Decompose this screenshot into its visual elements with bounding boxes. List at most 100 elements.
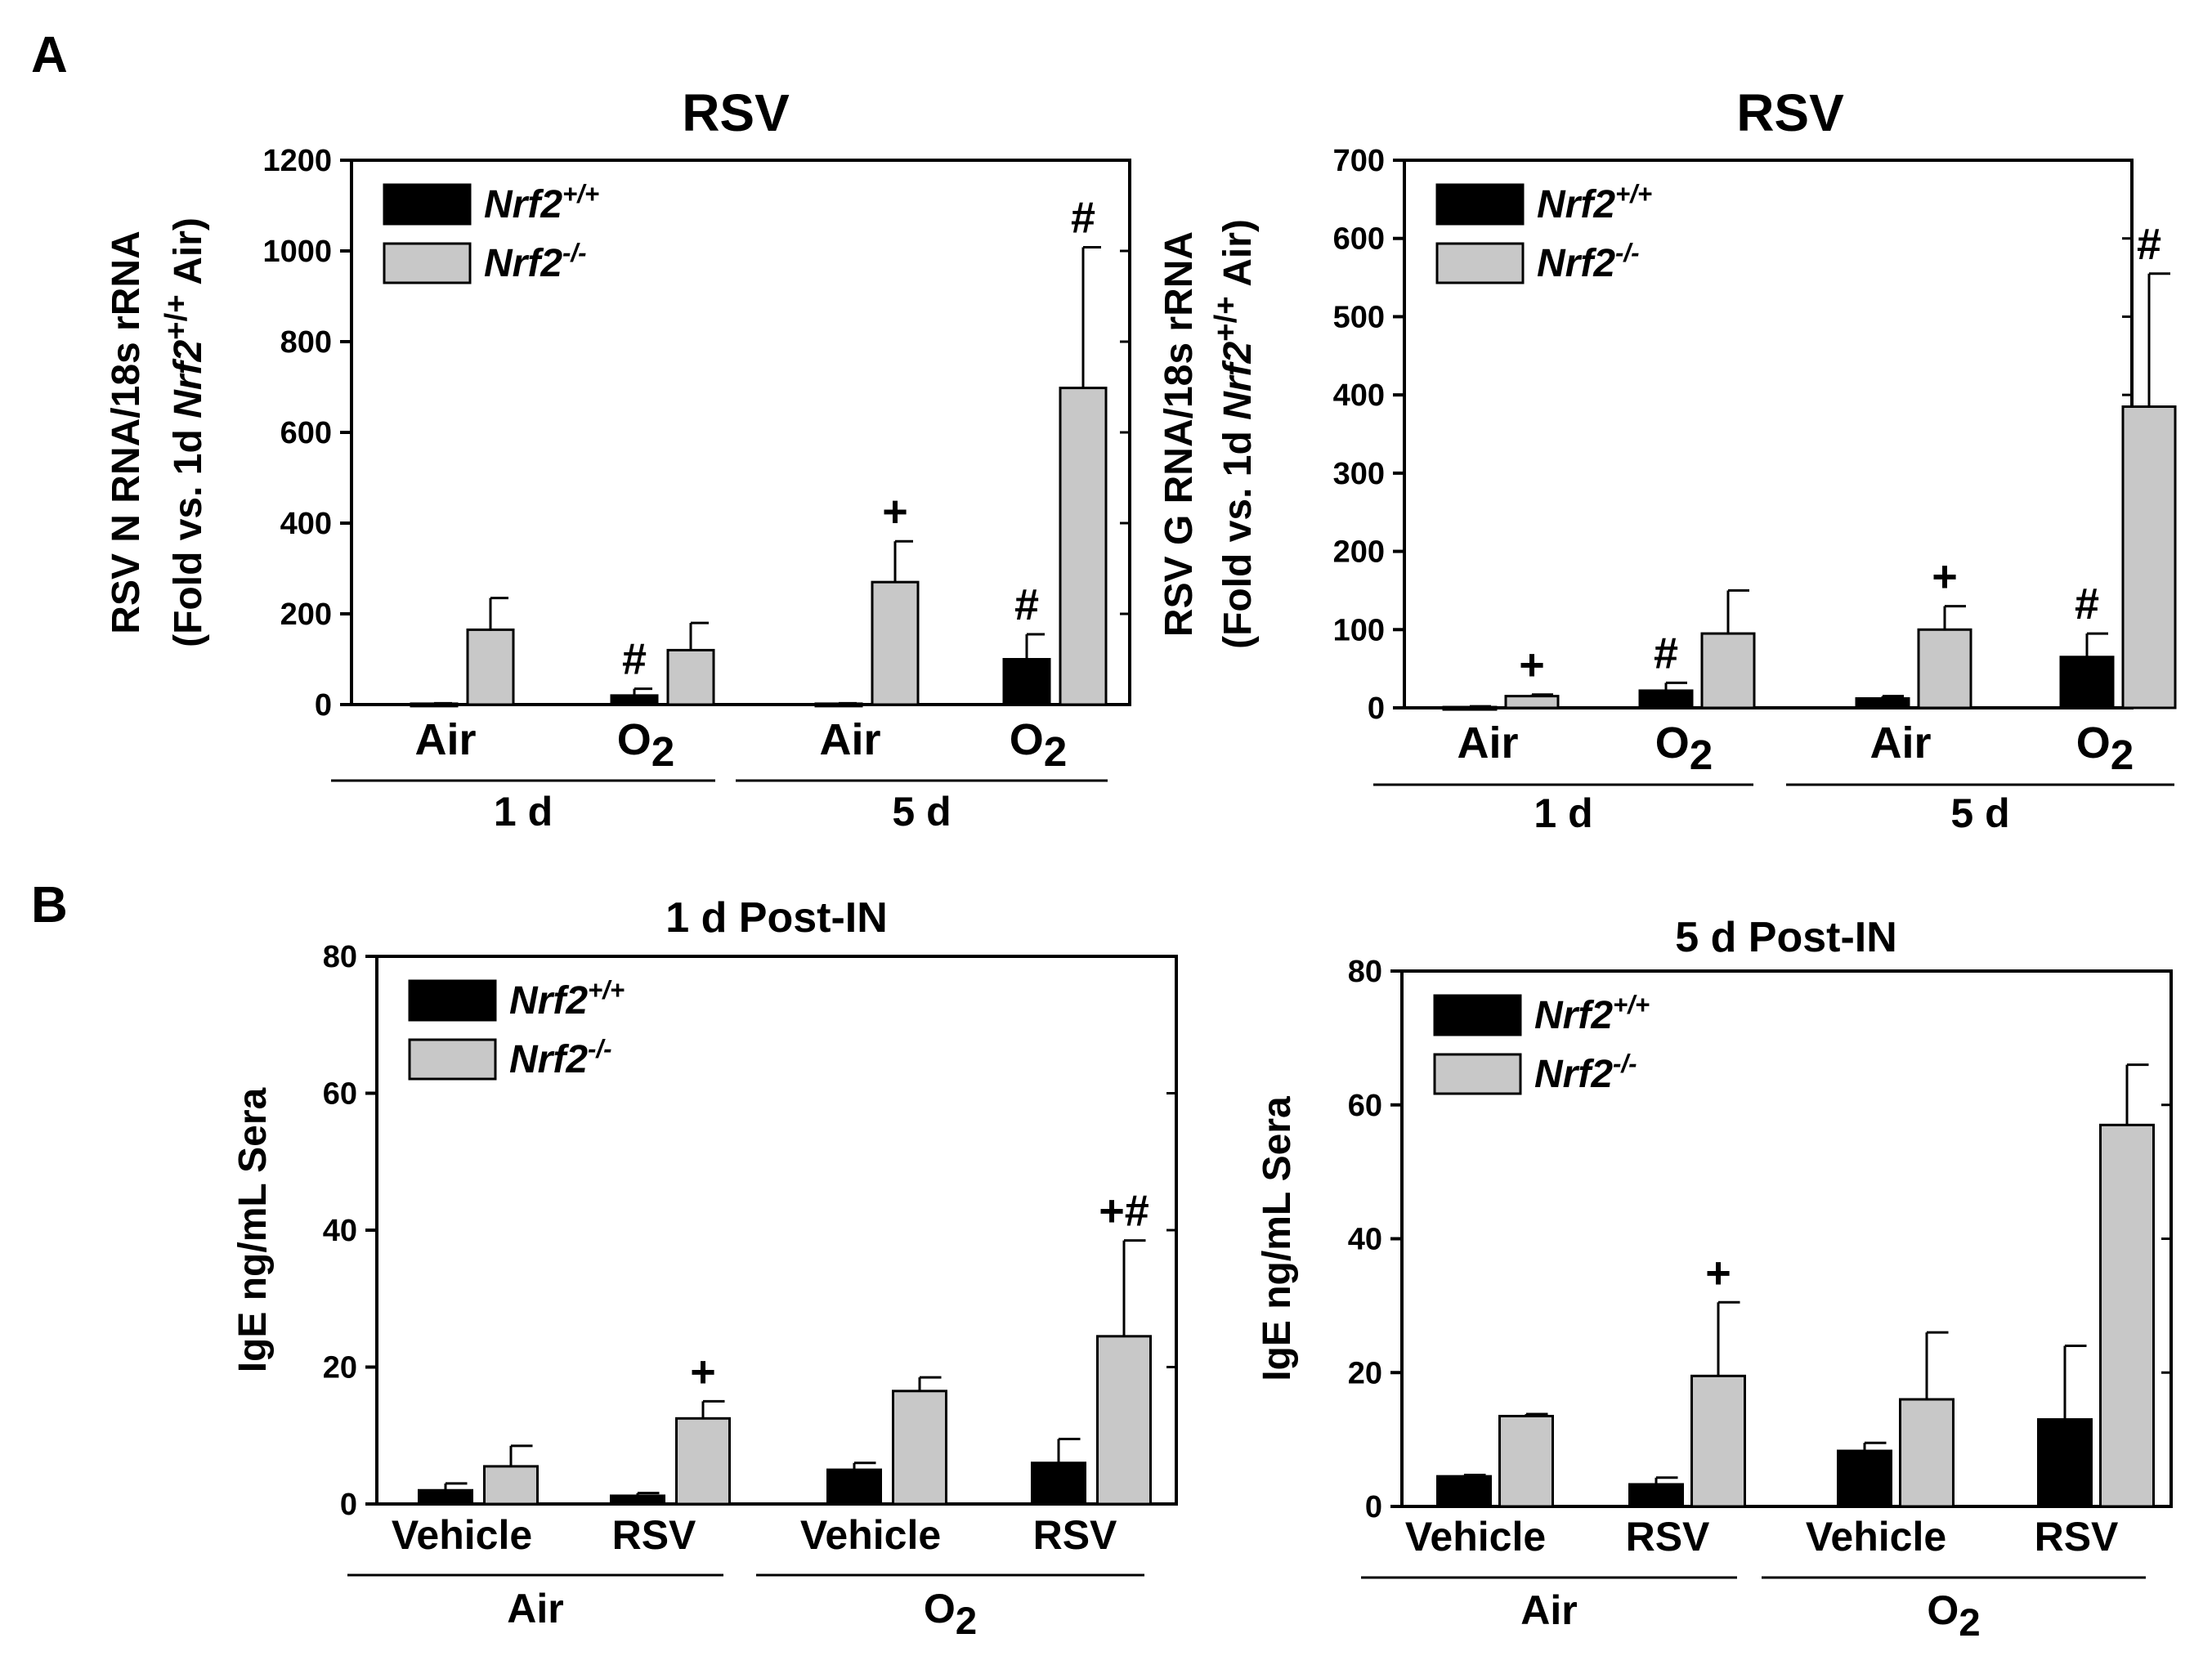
y-tick-label: 200 — [280, 598, 332, 632]
x-tick-label: Vehicle — [1405, 1514, 1546, 1560]
chart-2: RSV 0 100 200 300 400 500 600 700 RSV G RNA/18s r… — [1157, 83, 2177, 836]
legend-swatch-ko — [383, 242, 472, 284]
y-tick-label: 40 — [323, 1214, 357, 1248]
chart-title: RSV — [1736, 83, 1844, 142]
bar-nrf2-ko — [2099, 1123, 2155, 1508]
plot-frame — [375, 955, 1178, 1506]
bar-nrf2-wt — [1002, 658, 1051, 706]
y-tick-label: 1000 — [262, 235, 332, 269]
bar-nrf2-wt — [1436, 1475, 1492, 1508]
legend-swatch-ko — [1433, 1053, 1522, 1095]
x-tick-label: O2 — [1010, 715, 1068, 775]
y-axis-label: IgE ng/mL Sera — [231, 1087, 275, 1372]
significance-marker: + — [1932, 553, 1958, 602]
bar-nrf2-ko — [1498, 1414, 1554, 1508]
y-tick-label: 0 — [315, 688, 332, 723]
legend-label-ko: Nrf2-/- — [509, 1035, 611, 1081]
group-label: 1 d — [1534, 790, 1592, 836]
bar-nrf2-wt — [1837, 1449, 1892, 1508]
significance-marker: # — [2075, 580, 2099, 629]
panel-label-b: B — [31, 877, 68, 933]
bar-nrf2-ko — [466, 628, 515, 706]
x-tick-label: O2 — [617, 715, 675, 775]
bar-nrf2-ko — [1700, 632, 1756, 709]
significance-marker: # — [1014, 580, 1039, 629]
bar-nrf2-ko — [666, 648, 715, 706]
y-axis-label: RSV G RNA/18s rRNA — [1157, 231, 1201, 637]
bar-nrf2-wt — [610, 694, 659, 706]
y-tick-label: 300 — [1333, 457, 1385, 491]
bar-nrf2-wt — [2037, 1418, 2093, 1508]
group-label: Air — [1520, 1587, 1577, 1633]
group-label: 5 d — [1950, 790, 2009, 836]
y-tick-label: 1200 — [262, 144, 332, 178]
y-tick-label: 200 — [1333, 535, 1385, 570]
y-tick-label: 60 — [1348, 1089, 1382, 1123]
x-tick-label: O2 — [1655, 718, 1713, 778]
legend-label-wt: Nrf2+/+ — [509, 976, 625, 1023]
bar-nrf2-ko — [2121, 405, 2177, 709]
bar-nrf2-ko — [675, 1417, 731, 1506]
legend-label-wt: Nrf2+/+ — [484, 180, 599, 226]
y-tick-label: 600 — [1333, 222, 1385, 257]
y-tick-label: 0 — [340, 1488, 357, 1522]
legend-label-ko: Nrf2-/- — [1537, 239, 1639, 285]
bar-nrf2-ko — [1917, 628, 1972, 709]
y-axis-label: RSV N RNA/18s rRNA — [105, 231, 148, 633]
legend-label-ko: Nrf2-/- — [1534, 1050, 1637, 1096]
bar-nrf2-ko — [1504, 695, 1560, 709]
bar-nrf2-wt — [826, 1468, 882, 1506]
y-tick-label: 100 — [1333, 613, 1385, 647]
group-label: 1 d — [494, 789, 553, 835]
chart-1: RSV 0 200 400 600 800 1000 1200 RSV N RNA/18s rR… — [105, 83, 1131, 835]
legend-swatch-wt — [408, 979, 497, 1022]
y-tick-label: 80 — [323, 940, 357, 974]
y-tick-label: 60 — [323, 1077, 357, 1112]
y-tick-label: 800 — [280, 325, 332, 360]
x-tick-label: RSV — [1626, 1514, 1710, 1560]
y-tick-label: 0 — [1365, 1490, 1382, 1524]
bar-nrf2-ko — [483, 1465, 539, 1506]
legend-swatch-ko — [408, 1038, 497, 1081]
bar-nrf2-ko — [1096, 1335, 1152, 1506]
significance-marker: +# — [1099, 1187, 1149, 1236]
y-tick-label: 80 — [1348, 955, 1382, 989]
bar-nrf2-wt — [1031, 1461, 1086, 1506]
y-axis-label-2: (Fold vs. 1d Nrf2+/+ Air) — [159, 217, 210, 647]
legend-label-wt: Nrf2+/+ — [1537, 180, 1652, 226]
bar-nrf2-wt — [1855, 697, 1910, 709]
significance-marker: + — [1519, 641, 1545, 690]
y-axis-label-2: (Fold vs. 1d Nrf2+/+ Air) — [1208, 219, 1260, 649]
legend-label-ko: Nrf2-/- — [484, 239, 586, 285]
bar-nrf2-ko — [1059, 387, 1108, 706]
x-tick-label: RSV — [612, 1512, 696, 1558]
bar-nrf2-wt — [1628, 1483, 1684, 1508]
chart-title: 5 d Post-IN — [1675, 914, 1897, 961]
chart-title: 1 d Post-IN — [665, 894, 888, 942]
significance-marker: + — [1705, 1248, 1731, 1297]
bar-nrf2-wt — [418, 1488, 473, 1506]
group-label: O2 — [1927, 1587, 1980, 1645]
legend-swatch-wt — [383, 183, 472, 226]
significance-marker: # — [1654, 629, 1678, 678]
bar-nrf2-wt — [1638, 689, 1694, 709]
y-axis-label: IgE ng/mL Sera — [1256, 1096, 1299, 1381]
x-tick-label: Air — [414, 715, 476, 764]
plot-frame — [350, 159, 1131, 706]
x-tick-label: Air — [819, 715, 880, 764]
bar-nrf2-ko — [892, 1390, 947, 1506]
x-tick-label: RSV — [1033, 1512, 1117, 1558]
significance-marker: + — [882, 487, 908, 536]
y-tick-label: 0 — [1368, 692, 1385, 726]
group-label: O2 — [924, 1586, 977, 1643]
y-tick-label: 600 — [280, 416, 332, 450]
bar-nrf2-ko — [1899, 1398, 1955, 1508]
y-tick-label: 20 — [1348, 1356, 1382, 1390]
bar-nrf2-wt — [610, 1494, 665, 1506]
chart-title: RSV — [682, 83, 790, 142]
x-tick-label: Vehicle — [392, 1512, 532, 1558]
legend-label-wt: Nrf2+/+ — [1534, 991, 1650, 1037]
group-label: Air — [507, 1586, 563, 1631]
bar-nrf2-ko — [1690, 1374, 1746, 1508]
